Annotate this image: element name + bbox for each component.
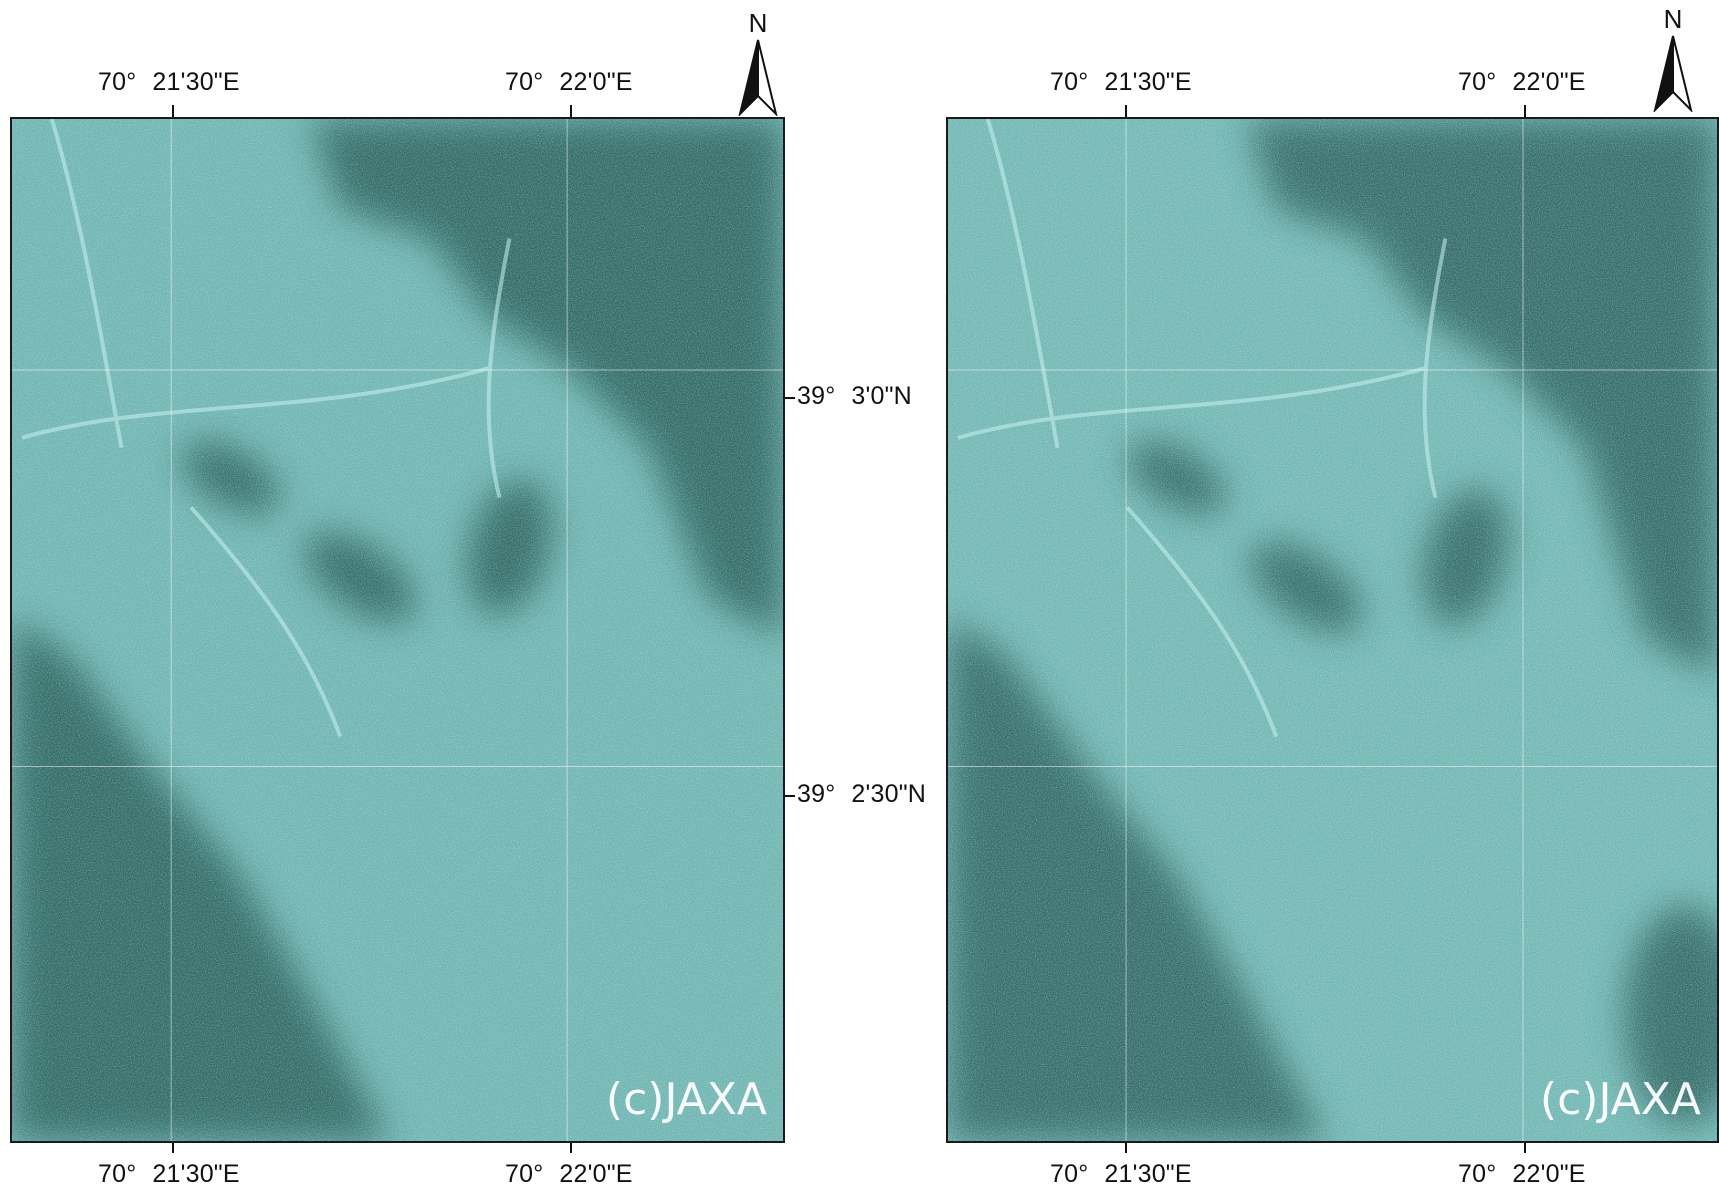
sar-imagery: [12, 119, 783, 1141]
right-latitude-label: 39° 3'0"N: [797, 382, 912, 410]
bottom-longitude-label: 70° 22'0"E: [505, 1160, 633, 1188]
bottom-tick: [1524, 1143, 1526, 1153]
top-tick: [172, 105, 174, 117]
bottom-tick: [1125, 1143, 1127, 1153]
bottom-longitude-label: 70° 21'30"E: [98, 1160, 240, 1188]
north-arrow-shape: [1653, 35, 1693, 112]
bottom-longitude-label: 70° 22'0"E: [1458, 1160, 1586, 1188]
bottom-longitude-label: 70° 21'30"E: [1050, 1160, 1192, 1188]
copyright-label: (c)JAXA: [1539, 1074, 1701, 1125]
north-label: N: [1663, 4, 1683, 34]
sar-map-panel-left: 70° 21'30"E 70° 22'0"E N: [10, 8, 927, 1188]
top-longitude-label: 70° 22'0"E: [505, 68, 633, 96]
north-arrow-shape: [738, 39, 778, 116]
sar-image-frame: (c)JAXA: [10, 117, 785, 1143]
top-tick: [1524, 105, 1526, 117]
top-longitude-label: 70° 21'30"E: [98, 68, 240, 96]
top-longitude-label: 70° 22'0"E: [1458, 68, 1586, 96]
north-label: N: [748, 8, 768, 38]
bottom-tick: [172, 1143, 174, 1153]
sar-image-frame: (c)JAXA: [946, 117, 1719, 1143]
copyright-label: (c)JAXA: [605, 1074, 767, 1125]
sar-map-panel-right: 70° 21'30"E 70° 22'0"E N: [940, 0, 1719, 1191]
right-latitude-label: 39° 2'30"N: [797, 780, 927, 808]
top-tick: [570, 105, 572, 117]
north-arrow-icon: N: [1648, 4, 1698, 112]
top-longitude-label: 70° 21'30"E: [1050, 68, 1192, 96]
right-tick: [785, 397, 795, 399]
top-tick: [1125, 105, 1127, 117]
north-arrow-icon: N: [733, 8, 783, 116]
sar-imagery: [948, 119, 1717, 1141]
bottom-tick: [570, 1143, 572, 1153]
right-tick: [785, 795, 795, 797]
